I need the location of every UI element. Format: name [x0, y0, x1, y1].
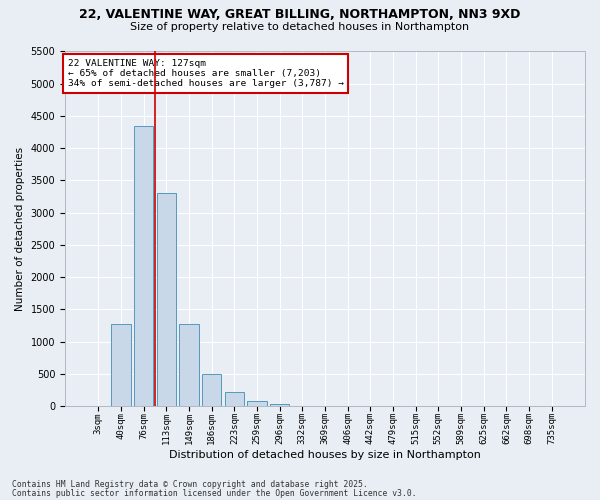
Bar: [112, 324, 131, 406]
X-axis label: Distribution of detached houses by size in Northampton: Distribution of detached houses by size …: [169, 450, 481, 460]
Text: Size of property relative to detached houses in Northampton: Size of property relative to detached ho…: [130, 22, 470, 32]
Bar: [202, 374, 221, 406]
Bar: [224, 392, 244, 406]
Bar: [247, 401, 266, 406]
Bar: [179, 324, 199, 406]
Bar: [134, 126, 153, 406]
Bar: [270, 404, 289, 406]
Y-axis label: Number of detached properties: Number of detached properties: [15, 146, 25, 311]
Text: 22, VALENTINE WAY, GREAT BILLING, NORTHAMPTON, NN3 9XD: 22, VALENTINE WAY, GREAT BILLING, NORTHA…: [79, 8, 521, 20]
Text: Contains public sector information licensed under the Open Government Licence v3: Contains public sector information licen…: [12, 488, 416, 498]
Bar: [157, 194, 176, 406]
Text: 22 VALENTINE WAY: 127sqm
← 65% of detached houses are smaller (7,203)
34% of sem: 22 VALENTINE WAY: 127sqm ← 65% of detach…: [68, 58, 344, 88]
Text: Contains HM Land Registry data © Crown copyright and database right 2025.: Contains HM Land Registry data © Crown c…: [12, 480, 368, 489]
